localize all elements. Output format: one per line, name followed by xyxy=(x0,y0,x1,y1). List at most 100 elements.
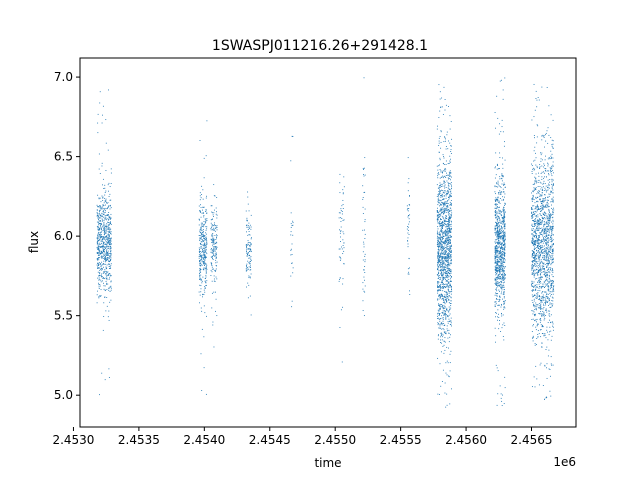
scatter-point xyxy=(407,207,409,209)
scatter-point xyxy=(503,236,504,238)
scatter-point xyxy=(497,309,499,311)
scatter-point xyxy=(553,183,554,185)
scatter-point xyxy=(444,305,446,307)
scatter-point xyxy=(439,257,441,259)
scatter-point xyxy=(203,250,205,252)
scatter-point xyxy=(546,311,548,313)
scatter-point xyxy=(502,238,504,240)
scatter-point xyxy=(204,288,206,289)
scatter-point xyxy=(542,266,544,268)
scatter-point xyxy=(448,332,450,334)
scatter-point xyxy=(214,235,216,236)
scatter-point xyxy=(441,281,442,283)
scatter-point xyxy=(495,227,497,229)
scatter-point xyxy=(533,286,535,288)
scatter-point xyxy=(538,260,540,262)
scatter-point xyxy=(552,262,553,264)
scatter-point xyxy=(500,252,502,254)
scatter-point xyxy=(446,255,448,257)
scatter-point xyxy=(104,228,106,230)
scatter-point xyxy=(545,272,546,274)
scatter-point xyxy=(448,230,450,232)
scatter-point xyxy=(445,315,446,317)
scatter-point xyxy=(213,239,215,241)
scatter-point xyxy=(449,195,451,197)
scatter-point xyxy=(448,185,450,187)
scatter-point xyxy=(444,312,446,314)
scatter-point xyxy=(539,281,541,283)
scatter-point xyxy=(106,230,108,232)
scatter-point xyxy=(437,322,439,324)
scatter-point xyxy=(534,176,536,178)
scatter-point xyxy=(436,274,438,276)
scatter-point xyxy=(447,280,449,282)
scatter-point xyxy=(503,322,505,324)
scatter-point xyxy=(500,238,502,240)
scatter-point xyxy=(439,314,440,316)
scatter-point xyxy=(98,284,100,286)
scatter-point xyxy=(501,216,503,218)
scatter-point xyxy=(248,252,249,254)
scatter-point xyxy=(107,202,109,204)
scatter-point xyxy=(341,213,343,215)
scatter-point xyxy=(551,171,552,173)
scatter-point xyxy=(497,299,499,300)
scatter-point xyxy=(543,166,545,168)
scatter-point xyxy=(198,254,200,256)
scatter-point xyxy=(216,217,218,219)
scatter-point xyxy=(103,202,105,204)
scatter-point xyxy=(409,290,410,292)
scatter-point xyxy=(206,226,208,228)
scatter-point xyxy=(502,221,504,222)
scatter-point xyxy=(448,248,450,250)
scatter-point xyxy=(499,228,501,230)
scatter-point xyxy=(501,279,503,281)
scatter-point xyxy=(498,207,500,209)
scatter-point xyxy=(108,241,110,243)
scatter-point xyxy=(444,318,446,320)
scatter-point xyxy=(539,278,541,280)
scatter-point xyxy=(547,256,549,258)
scatter-point xyxy=(216,242,218,244)
scatter-point xyxy=(291,300,293,302)
scatter-point xyxy=(444,140,446,142)
scatter-point xyxy=(536,264,538,266)
scatter-point xyxy=(444,392,446,394)
scatter-point xyxy=(538,180,540,181)
scatter-point xyxy=(533,300,535,302)
scatter-point xyxy=(534,272,536,274)
scatter-point xyxy=(548,134,550,136)
scatter-point xyxy=(444,263,446,265)
scatter-point xyxy=(440,263,442,265)
scatter-point xyxy=(536,244,538,246)
scatter-point xyxy=(539,223,541,225)
scatter-point xyxy=(543,190,545,191)
scatter-point xyxy=(541,252,543,254)
scatter-point xyxy=(501,126,503,128)
scatter-point xyxy=(439,294,441,296)
scatter-point xyxy=(551,261,553,263)
scatter-point xyxy=(437,324,439,326)
scatter-point xyxy=(443,270,445,272)
scatter-point xyxy=(451,288,452,290)
scatter-point xyxy=(544,146,545,148)
scatter-point xyxy=(200,236,202,238)
scatter-point xyxy=(446,360,448,362)
scatter-point xyxy=(438,286,440,288)
scatter-point xyxy=(501,243,503,245)
scatter-point xyxy=(536,230,538,232)
scatter-point xyxy=(450,320,452,322)
scatter-point xyxy=(444,296,446,298)
scatter-point xyxy=(437,201,439,203)
scatter-point xyxy=(215,227,217,229)
scatter-point xyxy=(443,241,445,242)
scatter-point xyxy=(436,196,438,197)
scatter-point xyxy=(544,206,546,208)
scatter-point xyxy=(504,277,506,279)
scatter-point xyxy=(363,269,365,270)
scatter-point xyxy=(444,211,446,213)
scatter-point xyxy=(537,222,539,224)
scatter-point xyxy=(445,242,446,244)
scatter-point xyxy=(107,248,109,249)
scatter-point xyxy=(199,267,201,269)
